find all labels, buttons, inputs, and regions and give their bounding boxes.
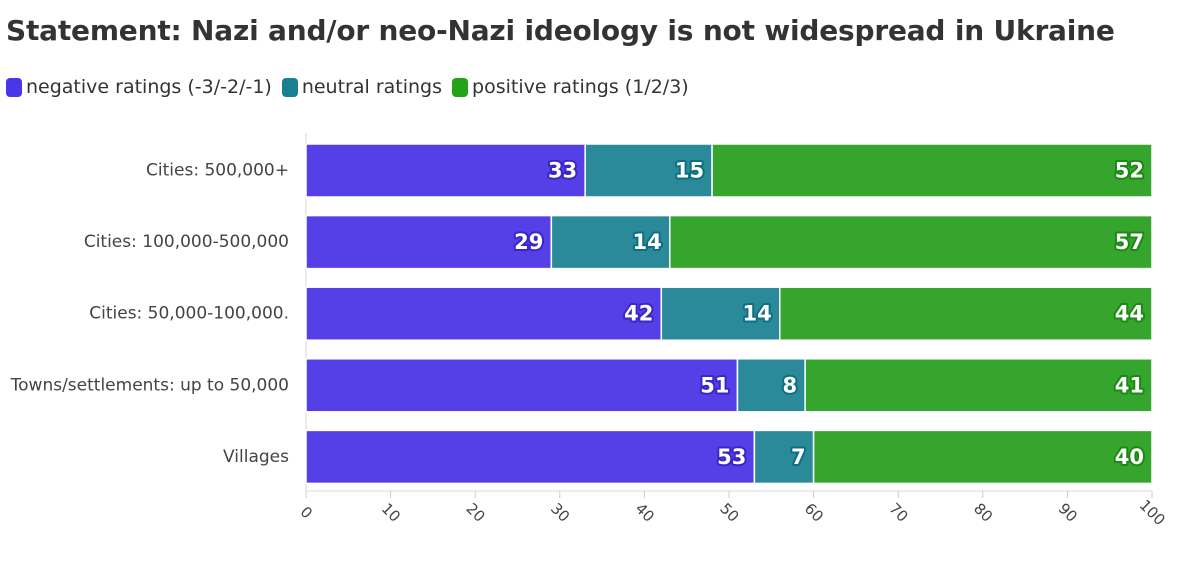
- x-tick-label-0: 0: [297, 503, 316, 522]
- bar-value-2-0: 52: [1115, 159, 1144, 183]
- x-tick-label-70: 70: [885, 500, 911, 526]
- bar-value-2-3: 41: [1115, 373, 1144, 397]
- x-tick-label-80: 80: [970, 500, 996, 526]
- legend-item-negative[interactable]: negative ratings (-3/-2/-1): [6, 76, 272, 98]
- legend-label-neutral: neutral ratings: [301, 76, 443, 98]
- legend-item-positive[interactable]: positive ratings (1/2/3): [452, 76, 689, 98]
- bar-1-2[interactable]: [660, 286, 781, 341]
- bar-1-4[interactable]: [753, 429, 815, 485]
- x-tick-label-20: 20: [462, 500, 488, 526]
- legend-swatch-positive: [452, 77, 469, 97]
- row-label-2: Cities: 50,000-100,000.: [89, 304, 289, 324]
- bar-2-0[interactable]: [711, 143, 1153, 198]
- legend-item-neutral[interactable]: neutral ratings: [281, 76, 443, 98]
- bar-value-0-3: 51: [700, 373, 729, 397]
- legend-swatch-negative: [6, 77, 22, 97]
- row-label-3: Towns/settlements: up to 50,000: [10, 375, 289, 395]
- x-tick-label-50: 50: [716, 500, 742, 526]
- bar-value-1-0: 15: [675, 159, 704, 183]
- bar-0-0[interactable]: [305, 143, 586, 198]
- bar-2-1[interactable]: [669, 214, 1153, 270]
- x-tick-label-30: 30: [547, 500, 573, 526]
- legend-swatch-neutral: [281, 77, 298, 97]
- bar-value-0-2: 42: [624, 302, 653, 326]
- bar-value-2-2: 44: [1115, 302, 1144, 326]
- bar-0-1[interactable]: [305, 214, 553, 270]
- bar-value-2-1: 57: [1115, 230, 1144, 254]
- x-tick-label-90: 90: [1055, 500, 1081, 526]
- legend-label-positive: positive ratings (1/2/3): [472, 76, 689, 98]
- bar-2-3[interactable]: [804, 358, 1153, 413]
- bar-value-1-1: 14: [633, 230, 662, 254]
- bar-value-0-1: 29: [514, 230, 543, 254]
- x-tick-label-60: 60: [801, 500, 827, 526]
- row-label-0: Cities: 500,000+: [146, 161, 289, 181]
- legend-label-negative: negative ratings (-3/-2/-1): [26, 76, 272, 98]
- legend: negative ratings (-3/-2/-1) neutral rati…: [6, 76, 699, 98]
- bar-2-2[interactable]: [779, 286, 1153, 341]
- bar-0-3[interactable]: [305, 358, 739, 413]
- bar-0-4[interactable]: [305, 429, 756, 485]
- bar-1-0[interactable]: [584, 143, 713, 198]
- row-label-1: Cities: 100,000-500,000: [84, 232, 289, 252]
- x-tick-label-10: 10: [378, 500, 404, 526]
- row-label-4: Villages: [223, 447, 289, 467]
- bar-0-2[interactable]: [305, 286, 663, 341]
- bar-1-1[interactable]: [550, 214, 671, 270]
- bar-2-4[interactable]: [812, 429, 1153, 485]
- bar-value-1-4: 7: [791, 445, 806, 469]
- bar-value-2-4: 40: [1115, 445, 1144, 469]
- x-tick-label-40: 40: [632, 500, 658, 526]
- bar-value-1-2: 14: [743, 302, 772, 326]
- bar-value-1-3: 8: [783, 373, 798, 397]
- chart-title: Statement: Nazi and/or neo-Nazi ideology…: [6, 14, 1115, 47]
- x-tick-label-100: 100: [1136, 496, 1169, 529]
- bar-value-0-4: 53: [717, 445, 746, 469]
- bar-value-0-0: 33: [548, 159, 577, 183]
